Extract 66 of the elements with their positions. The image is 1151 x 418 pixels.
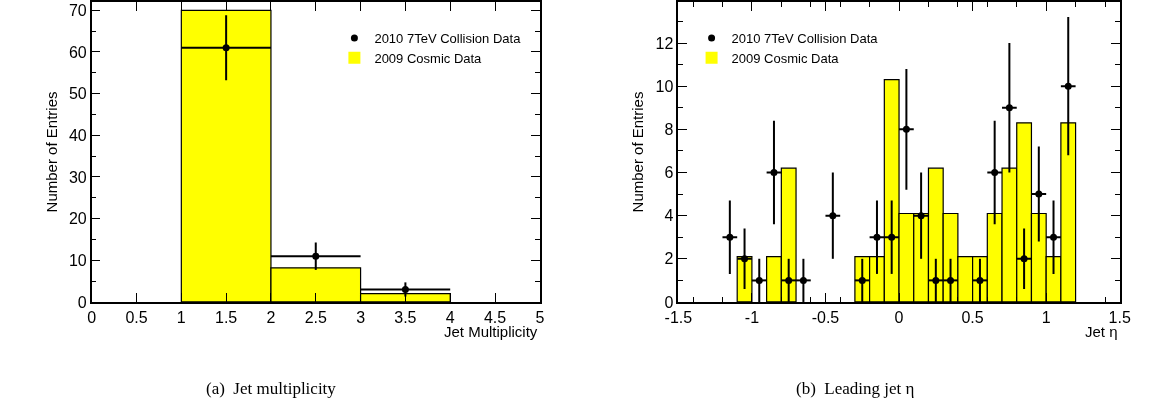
legend-label: 2009 Cosmic Data <box>374 50 483 66</box>
y-tick-label: 0 <box>664 293 674 311</box>
point <box>1005 104 1013 112</box>
x-tick-label: 1.5 <box>215 308 238 326</box>
text: (b) Leading jet η <box>796 379 915 398</box>
y-tick-label: 2 <box>664 250 674 268</box>
y-axis-title: Number of Entries <box>42 91 60 213</box>
point <box>1035 190 1043 198</box>
y-tick-label: 10 <box>68 251 87 269</box>
x-tick-label: 1.5 <box>1108 308 1131 326</box>
point <box>976 276 984 284</box>
x-tick-label: 5 <box>535 308 545 326</box>
point <box>917 212 925 220</box>
y-axis-title: Number of Entries <box>629 91 647 213</box>
x-tick-label: 4.5 <box>483 308 507 326</box>
point <box>770 168 778 176</box>
point <box>858 276 866 284</box>
x-tick-label: -1 <box>744 308 760 326</box>
text: (a) Jet multiplicity <box>206 379 337 398</box>
x-tick-label: 1 <box>176 308 186 326</box>
y-tick-label: 4 <box>664 207 674 225</box>
y-tick-label: 50 <box>68 85 87 103</box>
point <box>1020 255 1028 263</box>
x-tick-label: 1 <box>1041 308 1051 326</box>
y-tick-label: 70 <box>68 1 87 19</box>
point <box>888 233 896 241</box>
point <box>902 125 910 133</box>
point <box>755 276 763 284</box>
x-axis-title: Jet Multiplicity <box>444 323 538 340</box>
legend-label: 2010 7TeV Collision Data <box>731 31 879 47</box>
point <box>1050 233 1058 241</box>
x-axis-title: Jet η <box>1085 323 1118 340</box>
y-tick-label: 60 <box>68 43 87 61</box>
point <box>829 212 837 220</box>
y-tick-label: 12 <box>655 34 674 52</box>
point <box>401 285 409 293</box>
x-tick-label: 2.5 <box>304 308 327 326</box>
y-tick-label: 20 <box>68 210 87 228</box>
legend-label: 2009 Cosmic Data <box>731 50 840 66</box>
point <box>932 276 940 284</box>
x-tick-label: -0.5 <box>811 308 840 326</box>
point <box>1064 82 1072 90</box>
y-tick-label: 30 <box>68 168 87 186</box>
y-tick-label: 8 <box>664 120 674 138</box>
legend-label: 2010 7TeV Collision Data <box>374 31 522 47</box>
point <box>873 233 881 241</box>
x-tick-label: -1.5 <box>664 308 693 326</box>
x-tick-label: 0.5 <box>125 308 148 326</box>
point <box>785 276 793 284</box>
x-tick-label: 2 <box>266 308 276 326</box>
x-tick-label: 3.5 <box>394 308 417 326</box>
point <box>312 252 320 260</box>
x-tick-label: 0.5 <box>961 308 984 326</box>
x-tick-label: 0 <box>894 308 904 326</box>
point <box>741 255 749 263</box>
point <box>991 168 999 176</box>
x-tick-label: 4 <box>445 308 455 326</box>
y-tick-label: 10 <box>655 77 674 95</box>
point <box>799 276 807 284</box>
point <box>947 276 955 284</box>
y-tick-label: 0 <box>77 293 87 311</box>
y-tick-label: 6 <box>664 164 674 182</box>
y-tick-label: 40 <box>68 126 87 144</box>
point <box>726 233 734 241</box>
x-tick-label: 3 <box>356 308 366 326</box>
point <box>222 44 230 52</box>
